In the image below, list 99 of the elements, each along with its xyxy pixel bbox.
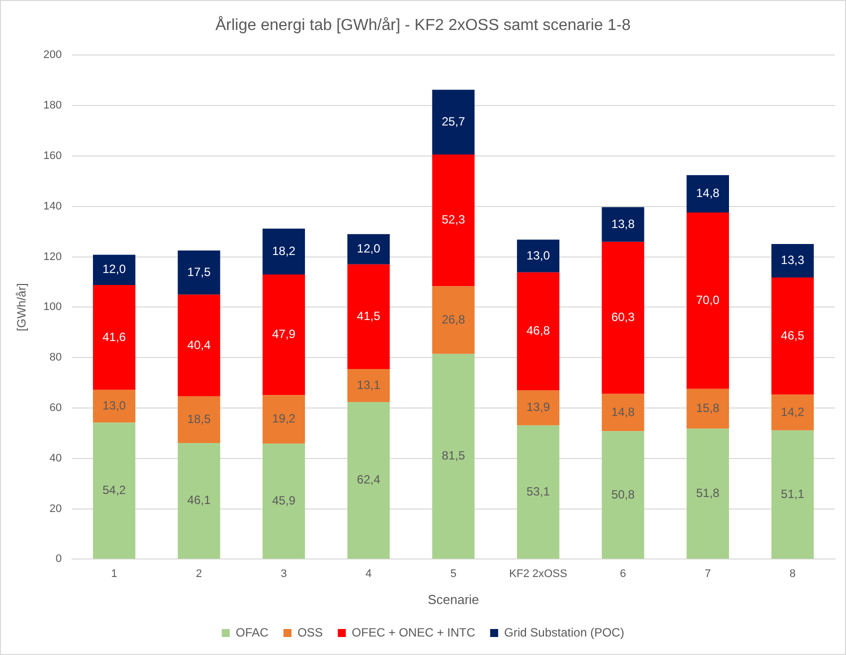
data-label: 51,8 bbox=[696, 486, 720, 500]
data-label: 13,8 bbox=[611, 216, 635, 231]
data-label: 13,1 bbox=[356, 378, 381, 392]
bar bbox=[92, 285, 136, 390]
data-label: 18,5 bbox=[187, 412, 211, 426]
bar bbox=[262, 444, 305, 559]
x-tick-label: 8 bbox=[790, 568, 796, 580]
y-tick-label: 20 bbox=[50, 502, 62, 515]
bar bbox=[432, 354, 475, 559]
bar bbox=[347, 264, 390, 369]
data-label: 13,9 bbox=[526, 400, 550, 414]
bar bbox=[686, 388, 729, 429]
bar bbox=[262, 274, 305, 396]
data-label: 12,0 bbox=[102, 262, 126, 276]
data-label: 41,6 bbox=[102, 330, 126, 344]
bar bbox=[262, 228, 305, 274]
data-label: 46,8 bbox=[526, 324, 550, 338]
data-label: 13,0 bbox=[102, 398, 126, 413]
data-label: 19,2 bbox=[272, 412, 296, 426]
y-tick-label: 60 bbox=[50, 402, 62, 414]
data-label: 13,0 bbox=[526, 248, 550, 262]
data-label: 51,1 bbox=[780, 486, 805, 501]
y-tick-label: 180 bbox=[43, 100, 62, 112]
x-tick-label: 4 bbox=[366, 568, 372, 580]
y-tick-label: 160 bbox=[43, 150, 62, 162]
bar bbox=[516, 425, 560, 559]
data-label: 46,1 bbox=[187, 493, 211, 508]
legend-label: Grid Substation (POC) bbox=[504, 625, 624, 640]
bar bbox=[602, 242, 644, 394]
x-tick-label: 2 bbox=[196, 568, 202, 580]
legend-label: OSS bbox=[297, 625, 323, 640]
bar bbox=[771, 277, 814, 395]
data-label: 18,2 bbox=[272, 244, 296, 258]
bar bbox=[178, 443, 220, 559]
data-label: 70,0 bbox=[696, 292, 720, 307]
legend-label: OFEC + ONEC + INTC bbox=[352, 625, 476, 640]
legend-label: OFAC bbox=[236, 625, 269, 640]
data-label: 54,2 bbox=[102, 482, 126, 497]
data-label: 46,5 bbox=[780, 328, 805, 342]
data-label: 60,3 bbox=[611, 310, 635, 324]
bar bbox=[178, 294, 220, 396]
y-tick-label: 40 bbox=[50, 452, 62, 464]
data-label: 47,9 bbox=[272, 327, 296, 342]
data-label: 14,8 bbox=[611, 404, 635, 419]
bar bbox=[602, 207, 644, 242]
y-tick-label: 140 bbox=[43, 200, 62, 212]
bar bbox=[771, 244, 814, 278]
bar bbox=[92, 422, 136, 559]
x-tick-label: 6 bbox=[620, 568, 626, 580]
bar bbox=[178, 396, 220, 444]
bar bbox=[432, 90, 475, 154]
bar bbox=[516, 390, 560, 426]
data-label: 17,5 bbox=[187, 264, 211, 279]
y-tick-label: 100 bbox=[43, 301, 62, 314]
y-tick-label: 0 bbox=[56, 553, 62, 566]
bar bbox=[602, 431, 644, 559]
y-tick-label: 200 bbox=[43, 49, 62, 62]
bar bbox=[686, 175, 729, 212]
data-label: 53,1 bbox=[526, 484, 550, 498]
data-label: 52,3 bbox=[442, 212, 466, 227]
bar bbox=[347, 234, 390, 264]
bar bbox=[92, 390, 136, 423]
bar bbox=[178, 250, 220, 295]
data-label: 40,4 bbox=[187, 338, 211, 352]
bar bbox=[347, 368, 390, 402]
y-tick-label: 80 bbox=[50, 352, 62, 364]
bar bbox=[347, 402, 390, 559]
data-label: 13,3 bbox=[780, 253, 805, 268]
data-label: 12,0 bbox=[356, 242, 381, 256]
bar bbox=[432, 286, 475, 354]
data-label: 26,8 bbox=[442, 312, 466, 326]
x-axis-title: Scenarie bbox=[428, 592, 480, 607]
x-tick-label: KF2 2xOSS bbox=[509, 568, 568, 580]
bar bbox=[771, 394, 814, 430]
bar bbox=[771, 430, 814, 559]
data-label: 45,9 bbox=[272, 493, 296, 508]
data-label: 62,4 bbox=[356, 472, 381, 487]
bar bbox=[92, 254, 136, 286]
data-label: 81,5 bbox=[442, 448, 466, 463]
bar bbox=[686, 428, 729, 559]
data-label: 41,5 bbox=[356, 308, 381, 323]
bar bbox=[686, 212, 729, 389]
chart-title: Årlige energi tab [GWh/år] - KF2 2xOSS samt scenarie 1-8 bbox=[215, 16, 631, 34]
data-label: 15,8 bbox=[696, 401, 720, 416]
bar bbox=[602, 394, 644, 432]
data-label: 14,2 bbox=[780, 404, 805, 419]
data-label: 14,8 bbox=[696, 186, 720, 200]
data-label: 25,7 bbox=[442, 114, 466, 128]
x-tick-label: 5 bbox=[450, 568, 456, 580]
x-tick-label: 3 bbox=[280, 568, 287, 580]
bar bbox=[516, 240, 560, 272]
x-tick-label: 7 bbox=[704, 568, 711, 580]
bar bbox=[432, 154, 475, 286]
x-tick-label: 1 bbox=[111, 568, 118, 580]
y-axis-title: [GWh/år] bbox=[14, 283, 29, 332]
y-tick-label: 120 bbox=[43, 250, 62, 263]
bar bbox=[516, 272, 560, 390]
data-label: 50,8 bbox=[611, 487, 635, 502]
bar bbox=[262, 395, 305, 444]
